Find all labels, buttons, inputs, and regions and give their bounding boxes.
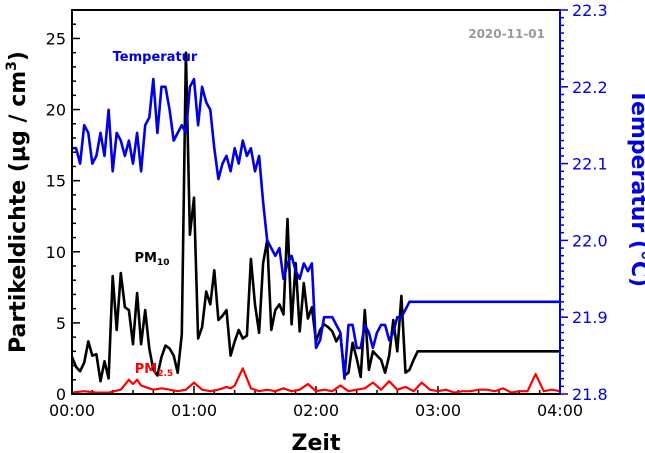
x-tick-label: 04:00 (537, 401, 583, 420)
y-right-tick-label: 22.1 (572, 155, 608, 174)
y-left-tick-label: 20 (46, 101, 66, 120)
y-axis-title-left: Partikeldichte (µg / cm3) (4, 51, 31, 353)
tick-labels: 0 5 10 15 20 25 21.8 21.9 22.0 22.1 22.2 22.3 00:00 0… (46, 1, 608, 420)
series-label-pm10: PM10 (135, 251, 170, 268)
y-left-tick-label: 0 (56, 385, 66, 404)
y-right-tick-label: 22.3 (572, 1, 608, 20)
y-left-tick-label: 10 (46, 243, 66, 262)
series-line-temperature (72, 77, 560, 380)
y-right-tick-label: 21.9 (572, 308, 608, 327)
y-left-tick-label: 5 (56, 314, 66, 333)
x-tick-label: 00:00 (49, 401, 95, 420)
x-axis-title: Zeit (292, 431, 341, 453)
y-left-tick-label: 15 (46, 172, 66, 191)
y-right-tick-label: 21.8 (572, 385, 608, 404)
series-label-temperatur: Temperatur (113, 50, 198, 65)
y-axis-title-right: Temperatur (°C) (626, 89, 645, 287)
y-left-tick-label: 25 (46, 29, 66, 48)
date-label: 2020-11-01 (468, 27, 545, 41)
y-right-tick-label: 22.2 (572, 78, 608, 97)
x-tick-label: 02:00 (293, 401, 339, 420)
series-label-pm25: PM2.5 (135, 362, 173, 379)
y-right-tick-label: 22.0 (572, 231, 608, 250)
series-layer (70, 51, 561, 394)
x-tick-label: 03:00 (415, 401, 461, 420)
x-tick-label: 01:00 (171, 401, 217, 420)
series-line-pm25 (71, 367, 561, 394)
